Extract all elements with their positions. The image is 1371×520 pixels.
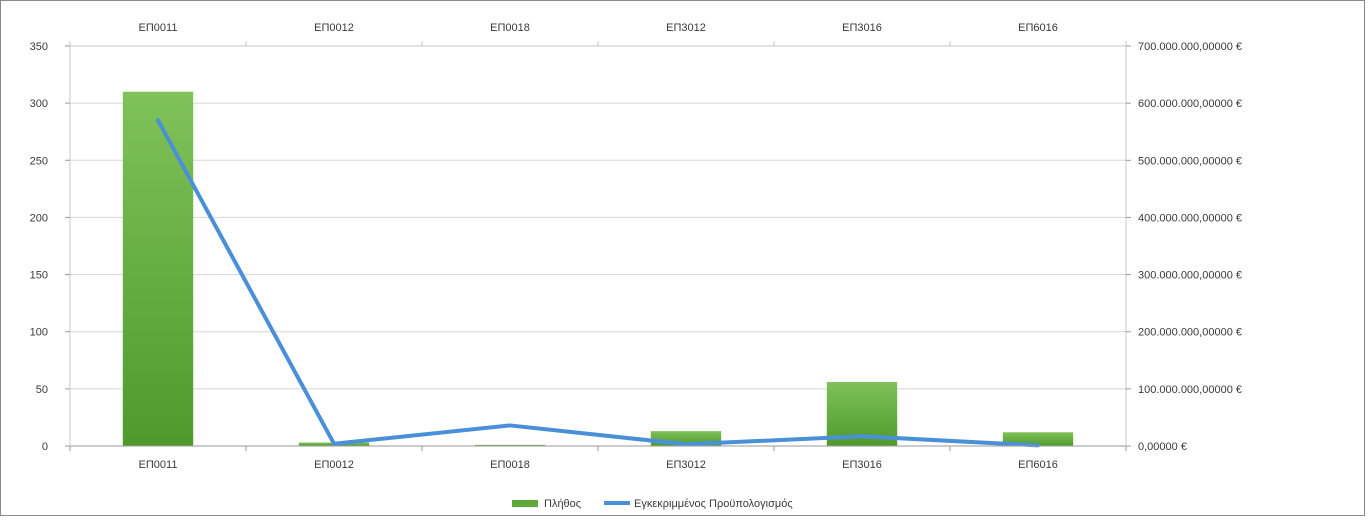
top-tick-label: ΕΠ0018	[490, 22, 530, 34]
x-tick-label: ΕΠ0012	[314, 459, 354, 471]
line-point-ΕΠ3012	[685, 443, 687, 445]
top-tick-label: ΕΠ3016	[842, 22, 882, 34]
legend-bar-label: Πλήθος	[544, 498, 581, 510]
y-left-tick-label: 150	[30, 270, 48, 282]
y-left-tick-label: 350	[30, 41, 48, 53]
top-tick-label: ΕΠ3012	[666, 22, 706, 34]
x-tick-label: ΕΠ0011	[139, 459, 178, 471]
y-left-tick-label: 50	[36, 384, 48, 396]
tick-labels: ΕΠ0011 ΕΠ0012 ΕΠ0018 ΕΠ3012 ΕΠ3016 ΕΠ6016 ΕΠ00…	[30, 22, 1242, 471]
top-tick-label: ΕΠ0012	[314, 22, 354, 34]
y-right-tick-label: 400.000.000,00000 €	[1138, 212, 1242, 224]
legend-bar-swatch	[512, 500, 538, 507]
bar-ΕΠ0018	[474, 444, 546, 446]
line-point-ΕΠ0012	[333, 443, 335, 445]
bar-series	[122, 91, 1074, 446]
y-right-tick-label: 100.000.000,00000 €	[1138, 384, 1242, 396]
y-left-tick-label: 0	[42, 441, 48, 453]
x-tick-label: ΕΠ0018	[490, 459, 530, 471]
legend-line-label: Εγκεκριμμένος Προϋπολογισμός	[634, 498, 793, 510]
line-approved-budget	[156, 118, 1040, 448]
top-tick-label: ΕΠ6016	[1018, 22, 1058, 34]
axes	[65, 41, 1131, 451]
y-right-tick-label: 600.000.000,00000 €	[1138, 98, 1242, 110]
y-left-tick-label: 200	[30, 212, 48, 224]
y-left-tick-label: 250	[30, 155, 48, 167]
y-right-tick-label: 0,00000 €	[1138, 441, 1187, 453]
line-series	[156, 118, 1040, 448]
y-right-tick-label: 500.000.000,00000 €	[1138, 155, 1242, 167]
line-point-ΕΠ0011	[157, 119, 159, 121]
x-tick-label: ΕΠ3012	[666, 459, 706, 471]
legend: Πλήθος Εγκεκριμμένος Προϋπολογισμός	[512, 498, 793, 510]
top-tick-label: ΕΠ0011	[139, 22, 178, 34]
y-left-tick-label: 300	[30, 98, 48, 110]
y-right-tick-label: 700.000.000,00000 €	[1138, 41, 1242, 53]
x-tick-label: ΕΠ3016	[842, 459, 882, 471]
y-left-tick-label: 100	[30, 327, 48, 339]
y-right-tick-label: 200.000.000,00000 €	[1138, 327, 1242, 339]
line-point-ΕΠ0018	[509, 424, 511, 426]
x-tick-label: ΕΠ6016	[1018, 459, 1058, 471]
grid-lines	[70, 45, 1126, 390]
y-right-tick-label: 300.000.000,00000 €	[1138, 270, 1242, 282]
bar-ΕΠ0011	[122, 91, 194, 446]
line-point-ΕΠ3016	[861, 435, 863, 437]
